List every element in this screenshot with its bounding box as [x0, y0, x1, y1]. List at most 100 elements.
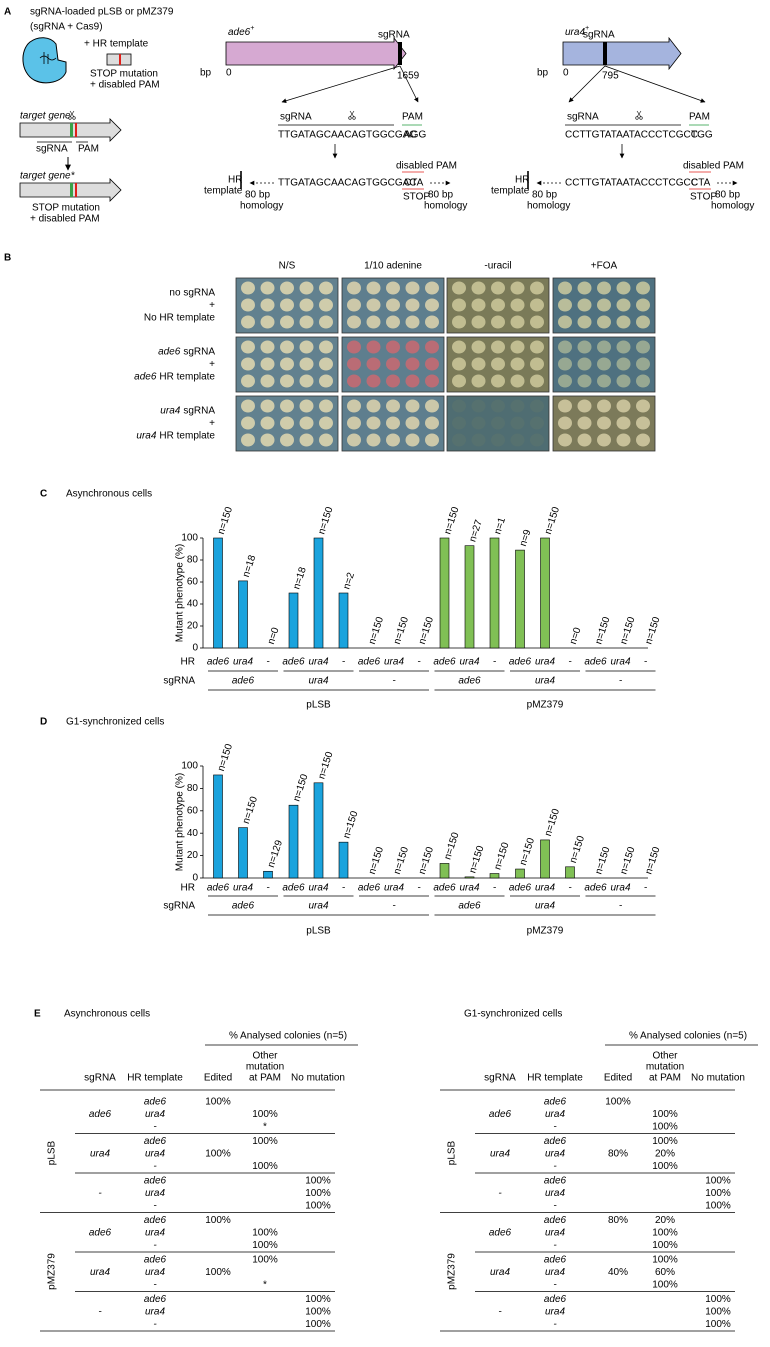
x-tick-label: ade6 [358, 657, 381, 668]
colony-spot [491, 315, 505, 329]
colony-spot [280, 298, 294, 312]
row-label: No HR template [144, 312, 216, 323]
colony-spot [241, 281, 255, 295]
y-tick-label: 20 [187, 621, 199, 632]
table-cell: 100% [652, 1122, 678, 1133]
vector-title: (sgRNA + Cas9) [30, 22, 103, 33]
sgrna-cell: ura4 [90, 1267, 110, 1278]
colony-spot [299, 281, 314, 295]
scissors-icon [69, 110, 75, 118]
colony-spot [530, 416, 544, 430]
table-cell: * [263, 1280, 267, 1291]
colony-spot [425, 399, 439, 413]
table-cell: 100% [205, 1267, 231, 1278]
colony-spot [616, 315, 631, 329]
sgrna-cell: ura4 [490, 1149, 510, 1160]
colony-spot [405, 298, 420, 312]
colony-spot [491, 298, 505, 312]
gene-name: ura4 [160, 405, 180, 416]
table-cell: 40% [608, 1267, 628, 1278]
colony-spot [405, 416, 420, 430]
colony-spot [319, 374, 333, 388]
plasmid-label: pLSB [306, 926, 331, 937]
table-cell: - [553, 1122, 557, 1133]
gene-name: ade6 [228, 27, 251, 38]
sample-size: n=129 [266, 838, 285, 869]
colony-spot [241, 315, 255, 329]
colony-spot [280, 340, 294, 354]
colony-spot [577, 399, 592, 413]
colony-spot [425, 374, 439, 388]
colony-spot [280, 399, 294, 413]
colony-spot [636, 416, 650, 430]
colony-spot [452, 357, 466, 371]
colony-spot [425, 340, 439, 354]
table-cell: ura4 [545, 1307, 565, 1318]
colony-spot [616, 433, 631, 447]
scissors-icon [635, 116, 639, 120]
sample-size: n=150 [291, 772, 310, 803]
group-header: % Analysed colonies (n=5) [229, 1031, 347, 1042]
sample-size: n=150 [316, 750, 335, 781]
y-tick-label: 100 [181, 761, 198, 772]
x-tick-label: ura4 [459, 657, 479, 668]
colony-spot [491, 340, 505, 354]
colony-spot [491, 399, 505, 413]
colony-spot [425, 315, 439, 329]
colony-spot [366, 315, 381, 329]
colony-spot [471, 281, 486, 295]
colony-spot [636, 433, 650, 447]
gene-name: ade6 [134, 371, 157, 382]
row-label: no sgRNA [169, 287, 215, 298]
colony-spot [299, 357, 314, 371]
row-label: + [209, 300, 215, 311]
bar [263, 870, 273, 879]
colony-spot [558, 298, 572, 312]
row-label: HR [181, 657, 195, 668]
table-cell: 100% [705, 1188, 731, 1199]
table-cell: 100% [705, 1319, 731, 1330]
sgrna-group-label: ura4 [308, 676, 328, 687]
plasmid-label: pLSB [447, 1140, 458, 1165]
sample-size: n=150 [392, 615, 411, 646]
gene-name: ade6 [158, 346, 181, 357]
y-tick-label: 40 [187, 599, 199, 610]
column-header: Edited [604, 1073, 632, 1084]
disabled-pam-label: disabled PAM [683, 161, 744, 172]
table-cell: - [553, 1319, 557, 1330]
table-cell: 100% [652, 1255, 678, 1266]
table-cell: 100% [252, 1161, 278, 1172]
colony-spot [405, 315, 420, 329]
table-cell: 100% [652, 1280, 678, 1291]
row-label: sgRNA [163, 901, 195, 912]
sgrna-site [398, 42, 402, 65]
colony-spot [299, 399, 314, 413]
table-cell: ura4 [545, 1149, 565, 1160]
colony-spot [260, 416, 275, 430]
panel-label: E [34, 1009, 41, 1020]
y-axis-label: Mutant phenotype (%) [175, 544, 186, 642]
row-label: ade6 sgRNA [158, 346, 215, 357]
sample-size: n=150 [543, 505, 562, 536]
table-cell: ura4 [145, 1109, 165, 1120]
plasmid-label: pLSB [47, 1140, 58, 1165]
colony-spot [636, 315, 650, 329]
colony-spot [452, 315, 466, 329]
zoom-line [604, 65, 706, 103]
colony-spot [405, 433, 420, 447]
colony-spot [347, 374, 361, 388]
table-cell: 20% [655, 1215, 675, 1226]
column-header: sgRNA [84, 1073, 116, 1084]
sgrna-group-label: - [392, 676, 396, 687]
table-cell: ade6 [144, 1215, 167, 1226]
sgrna-group-label: - [619, 901, 623, 912]
colony-spot [299, 416, 314, 430]
x-tick-label: ura4 [610, 883, 630, 894]
colony-spot [319, 433, 333, 447]
row-label: no sgRNA [169, 287, 215, 298]
colony-spot [636, 357, 650, 371]
table-cell: - [553, 1161, 557, 1172]
colony-spot [319, 298, 333, 312]
colony-spot [319, 315, 333, 329]
x-tick-label: ura4 [459, 883, 479, 894]
